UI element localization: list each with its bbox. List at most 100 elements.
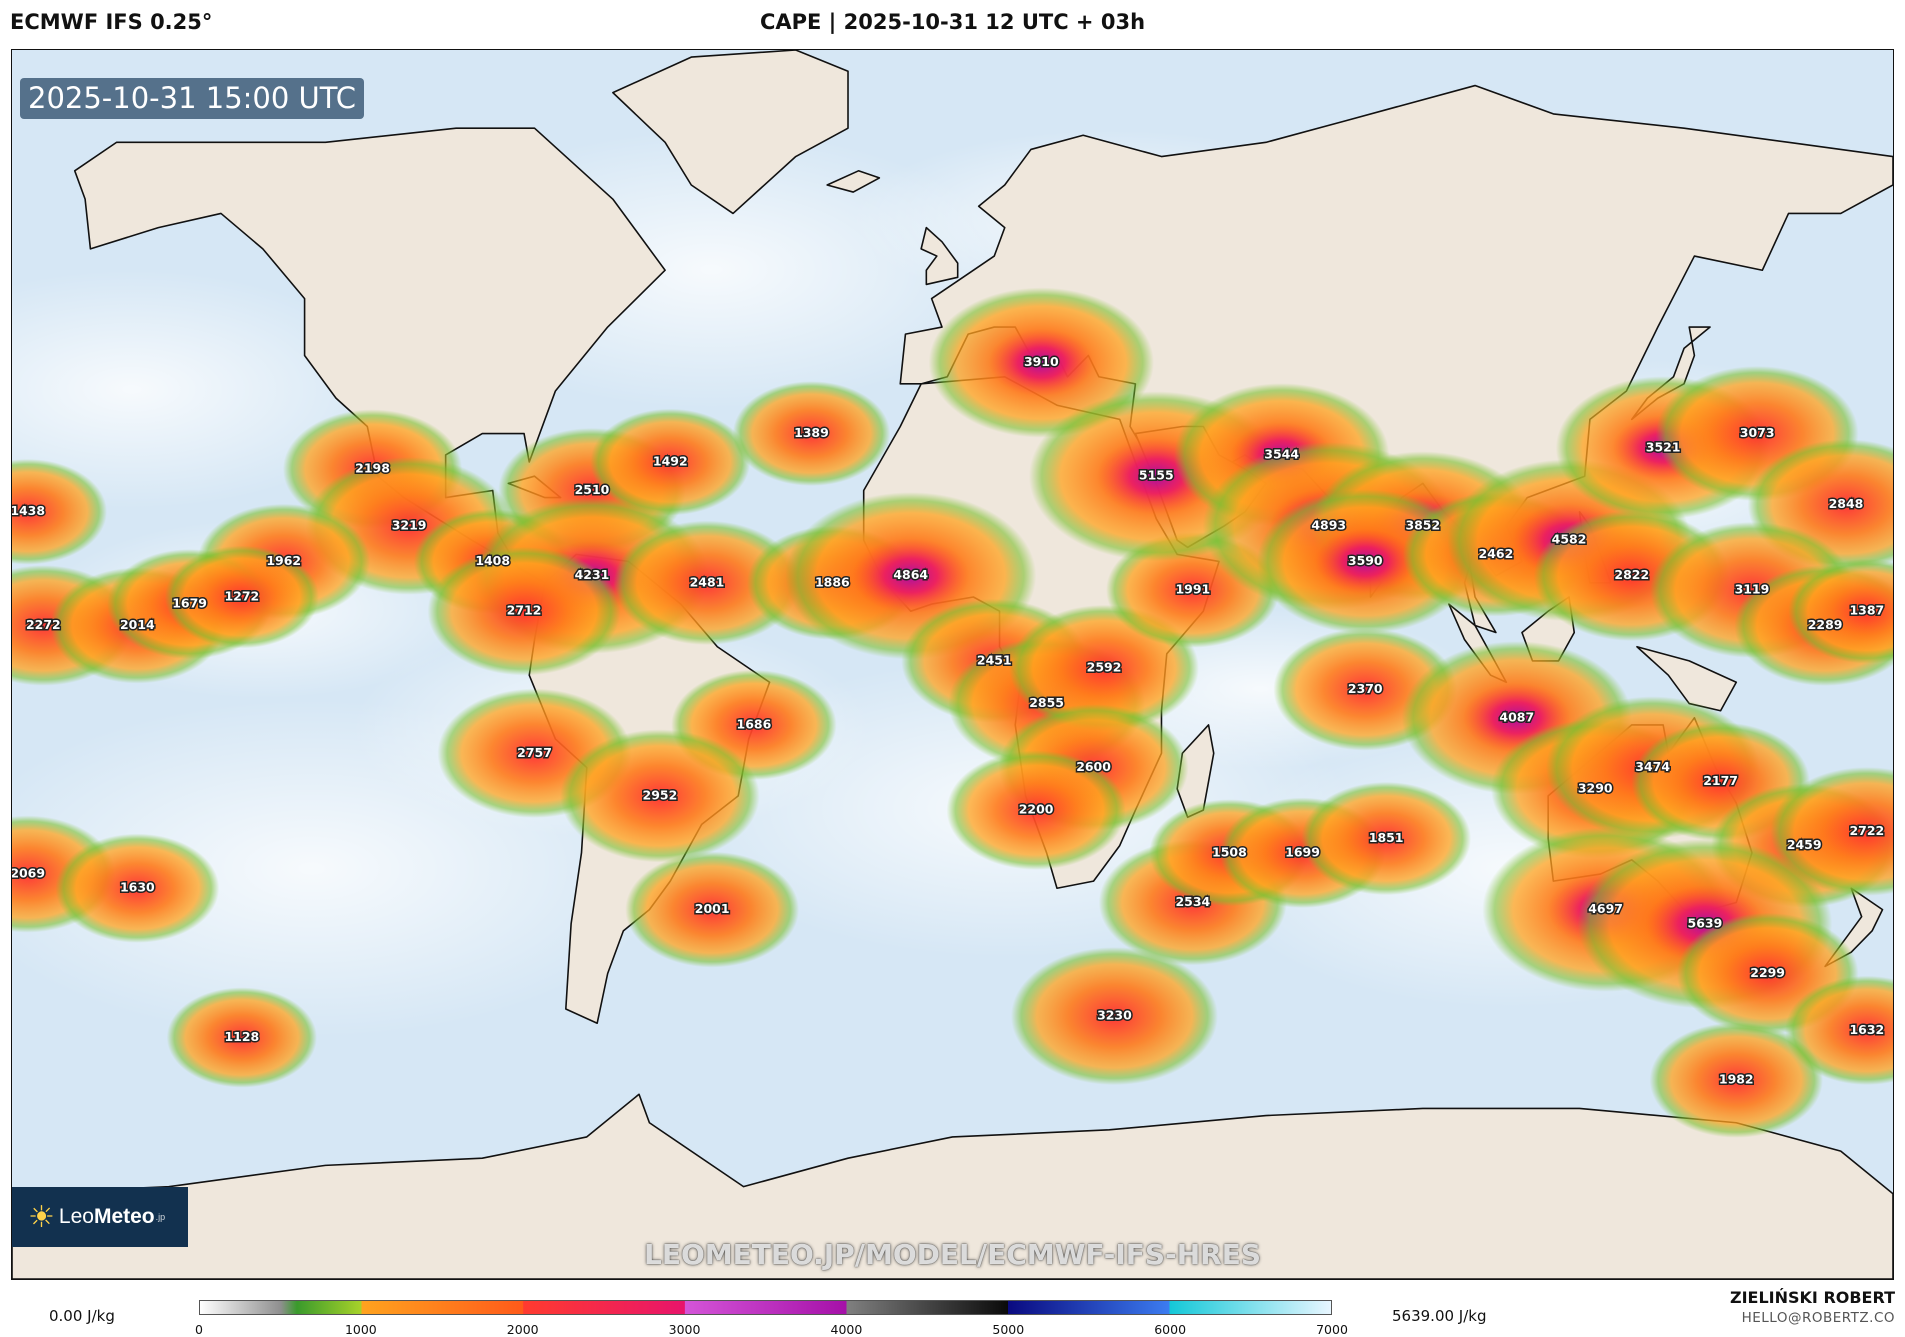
cape-value-label: 3544: [1264, 446, 1299, 461]
cape-value-label: 4697: [1588, 901, 1623, 916]
cape-value-label: 4582: [1552, 532, 1587, 547]
cape-value-label: 2451: [977, 652, 1012, 667]
cape-value-labels: 2198 3219 1962 1408 2510 1492 1389 4231 2712 2481…: [12, 353, 1886, 1089]
cape-value-label: 1991: [1175, 581, 1210, 596]
world-map: 2198 3219 1962 1408 2510 1492 1389 4231 2712 2481…: [12, 50, 1893, 1279]
cape-area: [55, 833, 220, 943]
colorbar-tick-label: 4000: [830, 1322, 863, 1337]
cape-value-label: 2712: [507, 603, 542, 618]
cape-value-label: 1389: [794, 425, 829, 440]
cape-value-label: 3290: [1578, 780, 1613, 795]
cape-area: [1788, 558, 1893, 664]
cape-value-label: 2600: [1076, 759, 1111, 774]
colorbar-tick-label: 0: [195, 1322, 203, 1337]
cape-core: [1314, 529, 1416, 594]
cape-value-label: 1408: [475, 553, 510, 568]
cape-value-label: 2001: [695, 901, 730, 916]
cape-value-label: 2177: [1703, 773, 1738, 788]
cape-value-label: 2459: [1787, 837, 1822, 852]
cape-value-label: 4087: [1499, 709, 1534, 724]
cape-area: [1770, 767, 1893, 896]
author-name: ZIELIŃSKI ROBERT: [1729, 1288, 1895, 1307]
cape-value-label: 2757: [517, 745, 552, 760]
author-email[interactable]: HELLO@ROBERTZ.CO: [1741, 1310, 1895, 1326]
colorbar: [199, 1300, 1332, 1315]
chart-title: CAPE | 2025-10-31 12 UTC + 03h: [759, 10, 1146, 34]
cape-value-label: 1632: [1849, 1022, 1884, 1037]
cape-value-label: 1886: [815, 574, 850, 589]
cape-area: [613, 520, 801, 646]
cape-value-label: 2299: [1750, 965, 1785, 980]
cape-value-label: 2272: [26, 617, 61, 632]
cape-value-label: 2198: [355, 461, 390, 476]
cape-area: [1301, 781, 1472, 896]
cape-value-label: 3119: [1735, 581, 1770, 596]
cape-value-label: 3474: [1635, 759, 1670, 774]
cape-value-label: 1699: [1285, 844, 1320, 859]
cape-value-label: 2592: [1087, 660, 1122, 675]
cape-value-label: 1272: [224, 589, 259, 604]
cape-value-label: 2289: [1808, 617, 1843, 632]
cape-value-label: 1492: [653, 454, 688, 469]
cape-value-label: 1630: [120, 880, 155, 895]
cape-area: [164, 545, 319, 649]
logo-suffix: .jp: [155, 1212, 166, 1222]
cape-value-label: 4893: [1311, 517, 1346, 532]
cape-area: [427, 546, 621, 676]
colorbar-tick-label: 1000: [344, 1322, 377, 1337]
colorbar-tick-label: 6000: [1154, 1322, 1187, 1337]
cape-value-label: 2534: [1175, 894, 1210, 909]
logo-text: LeoMeteo: [58, 1205, 155, 1228]
colorbar-tick-label: 7000: [1316, 1322, 1348, 1337]
cape-value-label: 3910: [1024, 354, 1059, 369]
cape-area: [1010, 947, 1218, 1086]
cape-area: [732, 381, 891, 486]
land-new-guinea: [1636, 645, 1738, 712]
cape-value-label: 3230: [1097, 1008, 1132, 1023]
cape-area: [946, 750, 1126, 870]
land-antarctica: [12, 1093, 1893, 1279]
sun-icon: ☀: [28, 1200, 55, 1234]
colorbar-tick-label: 3000: [668, 1322, 701, 1337]
cape-value-label: 1686: [737, 716, 772, 731]
colorbar-max-label: 5639.00 J/kg: [1392, 1307, 1487, 1325]
land-uk: [920, 226, 959, 286]
map-panel: 2198 3219 1962 1408 2510 1492 1389 4231 2712 2481…: [11, 49, 1894, 1280]
cape-area: [1649, 1022, 1823, 1138]
cape-value-label: 2855: [1029, 695, 1064, 710]
cape-value-label: 1387: [1849, 603, 1884, 618]
cape-area: [590, 408, 751, 516]
cape-value-label: 3521: [1646, 439, 1681, 454]
colorbar-tick-label: 5000: [992, 1322, 1025, 1337]
cape-value-label: 3590: [1348, 553, 1383, 568]
cape-value-label: 1962: [266, 553, 301, 568]
land-iceland: [826, 170, 881, 193]
valid-time-badge: 2025-10-31 15:00 UTC: [20, 78, 365, 119]
colorbar-min-label: 0.00 J/kg: [49, 1307, 115, 1325]
cape-core: [988, 328, 1094, 397]
cape-value-label: 2848: [1829, 496, 1864, 511]
cape-area: [560, 729, 760, 863]
cape-value-label: 1438: [12, 503, 45, 518]
cape-area: [625, 851, 800, 968]
cape-value-label: 4231: [575, 567, 610, 582]
cape-value-label: 5155: [1139, 468, 1174, 483]
cape-core: [852, 538, 970, 614]
cape-value-label: 2200: [1019, 802, 1054, 817]
land-greenland: [612, 50, 849, 215]
cape-value-label: 2462: [1479, 546, 1514, 561]
cape-value-label: 4864: [893, 567, 928, 582]
cape-value-label: 5639: [1688, 915, 1723, 930]
source-url-watermark[interactable]: LEOMETEO.JP/MODEL/ECMWF-IFS-HRES: [643, 1238, 1261, 1271]
cape-value-label: 1851: [1369, 830, 1404, 845]
cape-value-label: 1508: [1212, 844, 1247, 859]
cape-area: [12, 458, 107, 565]
cape-value-label: 2370: [1348, 681, 1383, 696]
cape-layer: [12, 287, 1893, 1138]
cape-value-label: 1982: [1719, 1072, 1754, 1087]
cape-value-label: 3073: [1740, 425, 1775, 440]
cape-value-label: 2510: [575, 482, 610, 497]
cape-value-label: 2014: [120, 617, 155, 632]
leometeo-logo[interactable]: ☀ LeoMeteo .jp: [12, 1187, 188, 1247]
cape-value-label: 2822: [1614, 567, 1649, 582]
